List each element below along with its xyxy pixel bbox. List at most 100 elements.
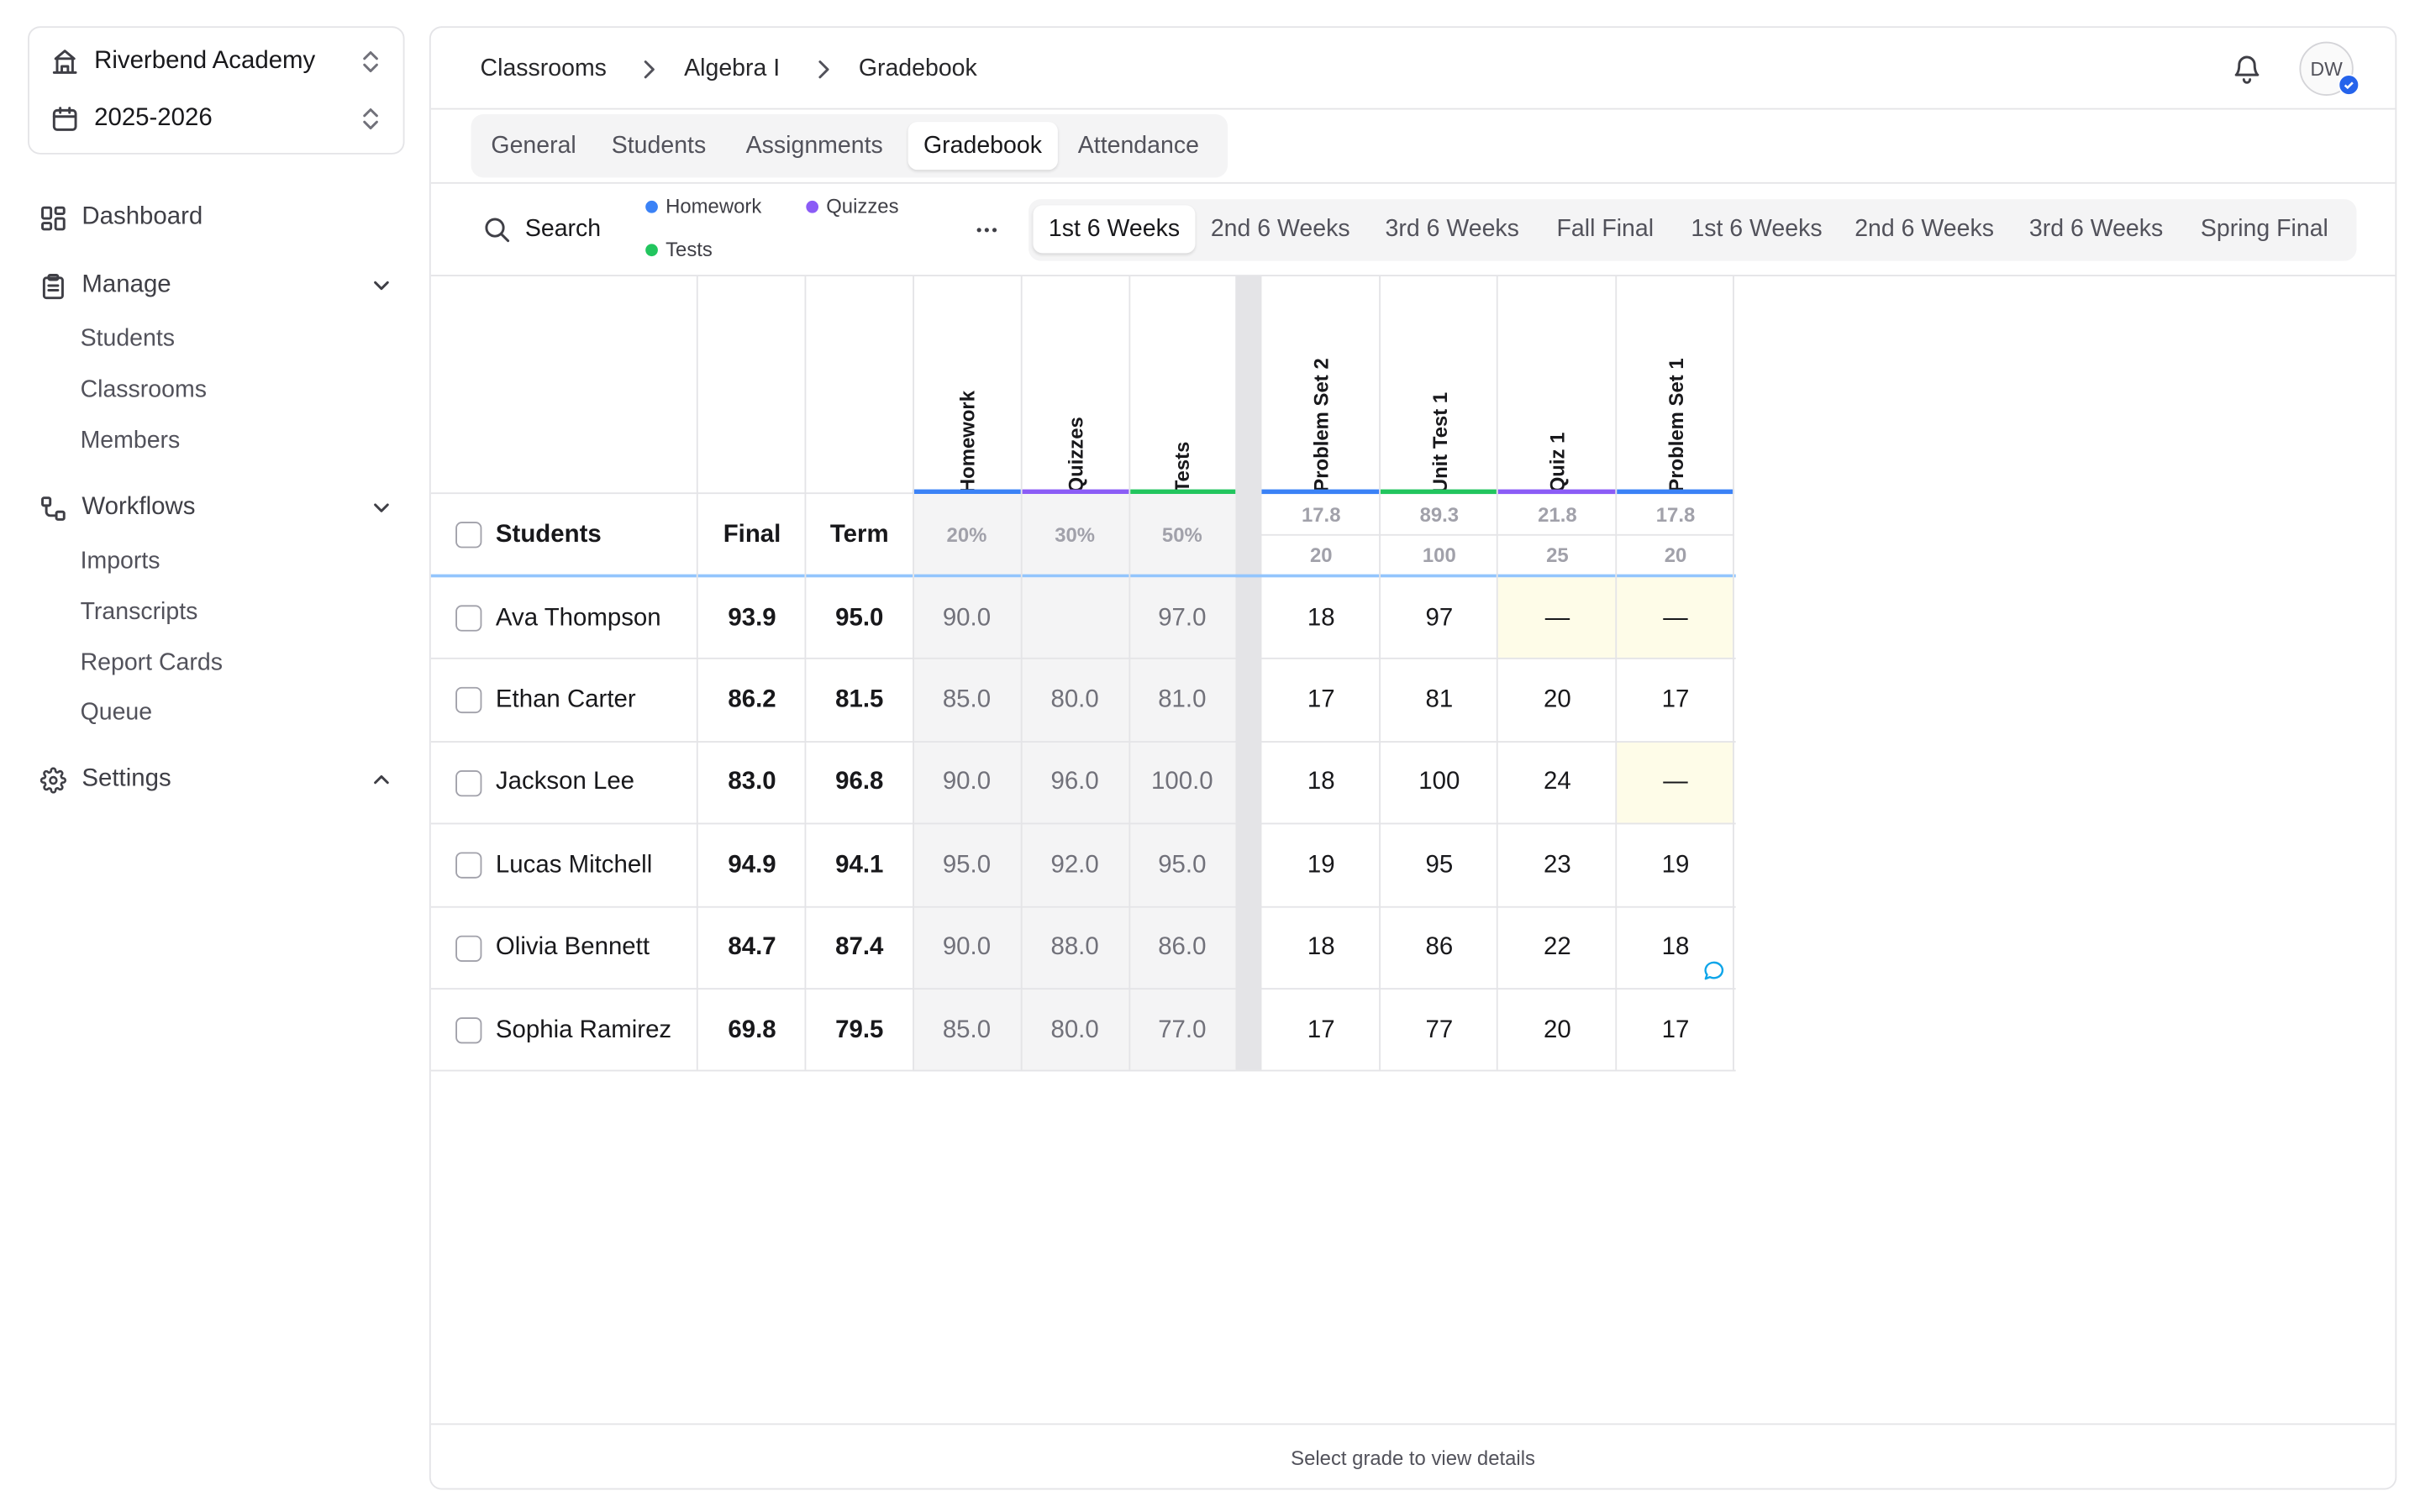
row-checkbox[interactable] — [455, 605, 482, 632]
tab-gradebook[interactable]: Gradebook — [908, 122, 1058, 171]
period-1st-6-weeks-fall[interactable]: 1st 6 Weeks — [1033, 205, 1196, 254]
tabs-divider — [430, 181, 2396, 184]
tab-assignments[interactable]: Assignments — [745, 133, 883, 160]
avatar[interactable]: DW — [2299, 41, 2360, 96]
row-checkbox[interactable] — [455, 934, 482, 962]
students-column-header[interactable]: Students — [495, 521, 602, 548]
grade-cell[interactable]: — — [1497, 577, 1618, 659]
header-bottom-divider — [430, 574, 1736, 578]
table-row[interactable]: Ethan Carter 86.2 81.5 85.0 80.0 81.0 17 81 20 1… — [430, 658, 1736, 742]
search-button[interactable]: Search — [483, 213, 601, 247]
final-column-header[interactable]: Final — [723, 521, 781, 548]
period-fall-final[interactable]: Fall Final — [1556, 216, 1655, 243]
term-column-header[interactable]: Term — [829, 521, 889, 548]
grade-cell[interactable]: 22 — [1544, 934, 1571, 961]
table-row[interactable]: Olivia Bennett 84.7 87.4 90.0 88.0 86.0 18 86 2… — [430, 906, 1736, 990]
category-tests-label: Tests — [1171, 441, 1194, 493]
table-row[interactable]: Sophia Ramirez 69.8 79.5 85.0 80.0 77.0 17 77 2… — [430, 988, 1736, 1072]
tab-attendance[interactable]: Attendance — [1077, 133, 1199, 160]
more-horizontal-icon[interactable] — [975, 219, 999, 241]
nav-item-members[interactable]: Members — [80, 428, 181, 454]
grade-cell[interactable]: 19 — [1661, 851, 1690, 879]
comment-icon[interactable] — [1703, 959, 1725, 981]
grade-cell[interactable]: 19 — [1307, 851, 1335, 879]
grade-cell[interactable]: 81 — [1425, 686, 1454, 713]
problem-set-1-color-bar — [1617, 489, 1734, 495]
grade-cell[interactable]: 20 — [1544, 686, 1571, 713]
student-name[interactable]: Sophia Ramirez — [495, 1016, 672, 1043]
row-divider — [430, 822, 1736, 825]
grade-cell[interactable]: 86 — [1425, 934, 1454, 961]
student-name[interactable]: Lucas Mitchell — [495, 851, 653, 879]
grade-cell[interactable]: 17 — [1661, 1016, 1690, 1043]
category-header-tests: Tests — [1128, 276, 1235, 493]
select-all-checkbox[interactable] — [455, 522, 482, 549]
clipboard-icon — [40, 272, 66, 299]
nav-item-queue[interactable]: Queue — [80, 699, 153, 726]
grade-cell[interactable]: — — [1617, 577, 1734, 659]
assignment-header-problem-set-1[interactable]: Problem Set 1 — [1617, 276, 1734, 492]
grade-cell[interactable]: 100 — [1418, 769, 1460, 796]
table-row[interactable]: Jackson Lee 83.0 96.8 90.0 96.0 100.0 18 100 24… — [430, 740, 1736, 825]
period-3rd-6-weeks-spring[interactable]: 3rd 6 Weeks — [2028, 216, 2164, 243]
tests-weight: 50% — [1128, 494, 1236, 576]
grade-cell[interactable]: 18 — [1661, 934, 1690, 961]
grade-cell[interactable]: 17 — [1307, 1016, 1335, 1043]
tab-general[interactable]: General — [491, 133, 576, 160]
row-checkbox[interactable] — [455, 852, 482, 879]
student-name[interactable]: Ethan Carter — [495, 686, 636, 713]
nav-item-students[interactable]: Students — [80, 325, 176, 353]
period-spring-final[interactable]: Spring Final — [2200, 216, 2328, 243]
period-2nd-6-weeks-fall[interactable]: 2nd 6 Weeks — [1210, 216, 1350, 243]
category-average: 85.0 — [942, 686, 992, 713]
row-checkbox[interactable] — [455, 769, 482, 796]
assignment-header-unit-test-1[interactable]: Unit Test 1 — [1381, 276, 1498, 492]
grade-cell[interactable]: 20 — [1544, 1016, 1571, 1043]
breadcrumb-algebra[interactable]: Algebra I — [684, 55, 781, 82]
nav-item-classrooms[interactable]: Classrooms — [80, 376, 207, 403]
row-checkbox[interactable] — [455, 1017, 482, 1044]
assignment-header-problem-set-2[interactable]: Problem Set 2 — [1261, 276, 1381, 492]
tab-students[interactable]: Students — [611, 133, 707, 160]
grade-cell[interactable]: 97 — [1425, 604, 1454, 631]
grade-cell[interactable]: 18 — [1307, 769, 1335, 796]
student-name[interactable]: Olivia Bennett — [495, 934, 650, 961]
grade-cell[interactable]: — — [1617, 742, 1734, 825]
school-switcher[interactable]: Riverbend Academy — [29, 34, 403, 89]
row-checkbox[interactable] — [455, 687, 482, 714]
student-name[interactable]: Ava Thompson — [495, 604, 661, 631]
period-3rd-6-weeks-fall[interactable]: 3rd 6 Weeks — [1385, 216, 1519, 243]
grade-cell[interactable]: 95 — [1425, 851, 1454, 879]
table-row[interactable]: Ava Thompson 93.9 95.0 90.0 97.0 18 97 — — — [431, 577, 1736, 659]
category-average: 80.0 — [1050, 686, 1099, 713]
legend-tests: Tests — [645, 238, 713, 262]
grade-cell[interactable]: 77 — [1425, 1016, 1454, 1043]
grade-cell[interactable]: 18 — [1307, 934, 1335, 961]
grade-cell[interactable]: 18 — [1307, 604, 1335, 631]
period-1st-6-weeks-spring[interactable]: 1st 6 Weeks — [1691, 216, 1823, 243]
category-homework-label: Homework — [955, 390, 979, 493]
assignment-header-quiz-1[interactable]: Quiz 1 — [1498, 276, 1618, 493]
year-switcher[interactable]: 2025-2026 — [29, 91, 403, 146]
avatar-initials: DW — [2310, 57, 2343, 80]
nav-item-imports[interactable]: Imports — [80, 548, 160, 575]
nav-item-report-cards[interactable]: Report Cards — [80, 649, 223, 676]
grade-cell[interactable]: 17 — [1661, 686, 1690, 713]
student-name[interactable]: Jackson Lee — [495, 769, 635, 796]
bell-icon[interactable] — [2232, 51, 2263, 85]
breadcrumb-classrooms[interactable]: Classrooms — [480, 55, 607, 82]
category-bg — [913, 742, 1236, 825]
assignment-problem-set-2-label: Problem Set 2 — [1309, 358, 1334, 493]
nav-manage[interactable]: Manage — [40, 265, 392, 306]
grade-cell[interactable]: 23 — [1544, 851, 1571, 879]
period-2nd-6-weeks-spring[interactable]: 2nd 6 Weeks — [1854, 216, 1994, 243]
nav-workflows[interactable]: Workflows — [40, 488, 392, 528]
nav-settings[interactable]: Settings — [39, 759, 392, 800]
grade-cell[interactable]: 17 — [1307, 686, 1335, 713]
category-average: 97.0 — [1158, 604, 1207, 631]
row-divider — [430, 740, 1736, 743]
grade-cell[interactable]: 24 — [1544, 769, 1571, 796]
nav-dashboard[interactable]: Dashboard — [40, 197, 392, 238]
table-row[interactable]: Lucas Mitchell 94.9 94.1 95.0 92.0 95.0 19 95 2… — [430, 822, 1736, 907]
nav-item-transcripts[interactable]: Transcripts — [80, 599, 198, 626]
